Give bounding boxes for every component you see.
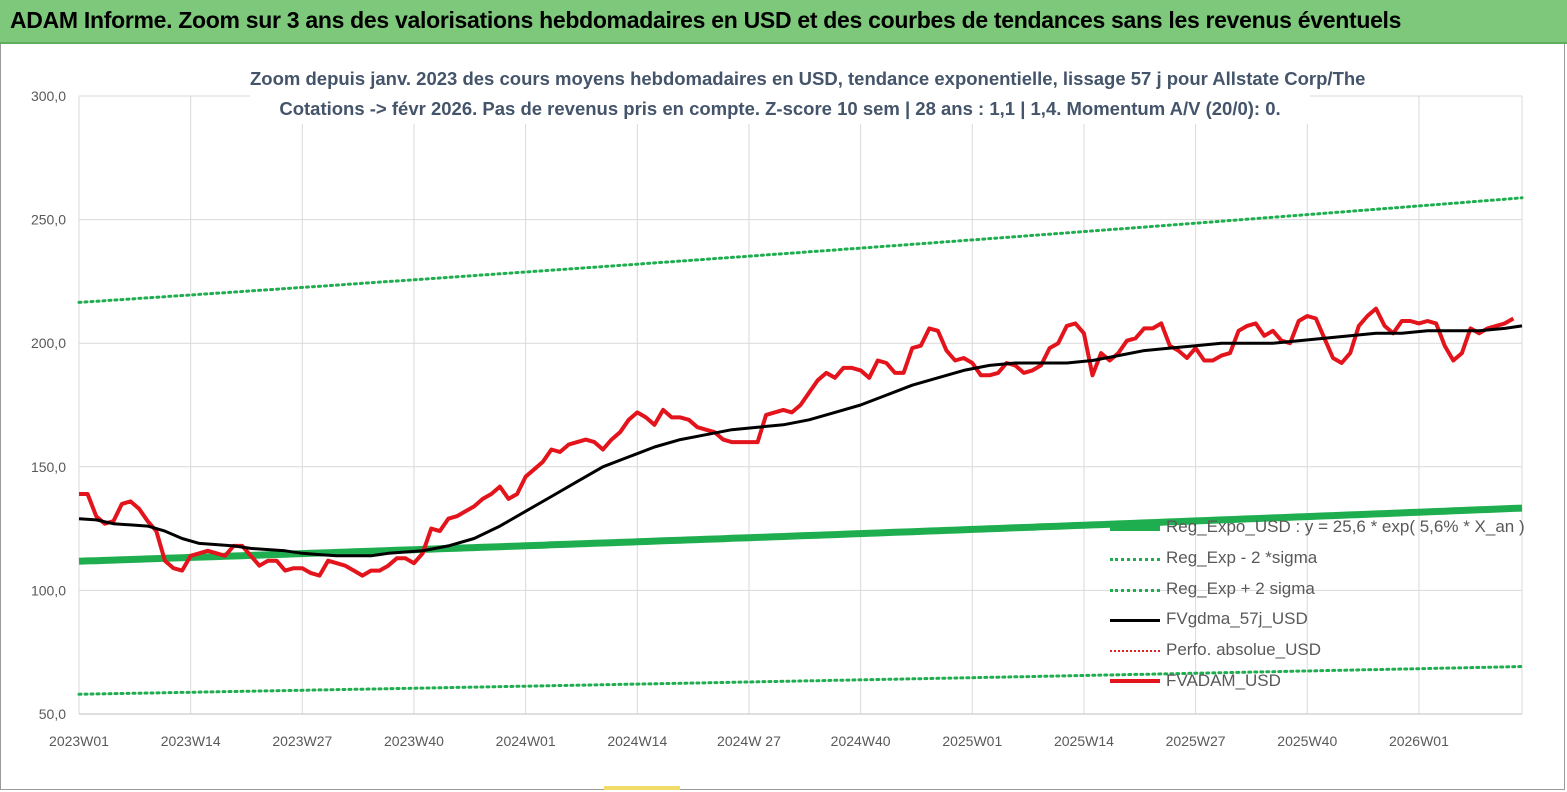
banner-title: ADAM Informe. Zoom sur 3 ans des valoris… bbox=[10, 7, 1402, 33]
y-tick-label: 50,0 bbox=[39, 706, 66, 722]
legend-label-reg-exp-minus: Reg_Exp - 2 *sigma bbox=[1166, 547, 1318, 567]
legend: Reg_Expo_USD : y = 25,6 * exp( 5,6% * X_… bbox=[1110, 512, 1530, 697]
x-tick-label: 2024W 27 bbox=[717, 733, 781, 749]
legend-swatch-reg-exp-plus bbox=[1110, 588, 1160, 592]
series-band-line bbox=[77, 196, 1524, 304]
legend-label-fvgdma: FVgdma_57j_USD bbox=[1166, 609, 1308, 629]
legend-item-reg-expo: Reg_Expo_USD : y = 25,6 * exp( 5,6% * X_… bbox=[1110, 512, 1530, 543]
x-tick-label: 2024W40 bbox=[831, 733, 891, 749]
x-tick-label: 2023W01 bbox=[49, 733, 109, 749]
legend-item-fvadam: FVADAM_USD bbox=[1110, 666, 1530, 697]
x-tick-label: 2023W14 bbox=[161, 733, 221, 749]
header-banner: ADAM Informe. Zoom sur 3 ans des valoris… bbox=[0, 0, 1567, 44]
legend-label-fvadam: FVADAM_USD bbox=[1166, 670, 1281, 690]
legend-label-reg-expo: Reg_Expo_USD : y = 25,6 * exp( 5,6% * X_… bbox=[1166, 517, 1525, 536]
legend-swatch-fvgdma bbox=[1110, 619, 1160, 623]
series-reg-expo-line bbox=[78, 504, 1523, 565]
x-tick-label: 2025W01 bbox=[942, 733, 1002, 749]
legend-swatch-fvadam bbox=[1110, 678, 1160, 683]
chart-title-line2: Cotations -> févr 2026. Pas de revenus p… bbox=[279, 98, 1281, 119]
y-tick-label: 150,0 bbox=[31, 459, 66, 475]
series-layer bbox=[77, 196, 1524, 696]
series-fvgdma-line bbox=[78, 324, 1523, 558]
series-band-line bbox=[77, 665, 1524, 696]
legend-swatch-reg-exp-minus bbox=[1110, 557, 1160, 561]
x-axis-ticks: 2023W01 2023W14 2023W27 2023W40 2024W01 2024W… bbox=[49, 733, 1449, 749]
legend-item-perfo: Perfo. absolue_USD bbox=[1110, 635, 1530, 666]
legend-swatch-perfo bbox=[1110, 650, 1160, 653]
x-tick-label: 2025W14 bbox=[1054, 733, 1114, 749]
y-tick-label: 200,0 bbox=[31, 335, 66, 351]
x-tick-label: 2026W01 bbox=[1389, 733, 1449, 749]
x-tick-label: 2024W01 bbox=[496, 733, 556, 749]
x-tick-label: 2023W40 bbox=[384, 733, 444, 749]
chart-title-line1: Zoom depuis janv. 2023 des cours moyens … bbox=[250, 68, 1366, 89]
y-tick-label: 300,0 bbox=[31, 88, 66, 104]
y-tick-label: 100,0 bbox=[31, 582, 66, 598]
x-tick-label: 2025W27 bbox=[1166, 733, 1226, 749]
selection-marker bbox=[604, 786, 680, 790]
x-tick-label: 2024W14 bbox=[607, 733, 667, 749]
x-tick-label: 2023W27 bbox=[272, 733, 332, 749]
legend-item-reg-exp-plus: Reg_Exp + 2 sigma bbox=[1110, 574, 1530, 605]
legend-item-fvgdma: FVgdma_57j_USD bbox=[1110, 604, 1530, 635]
series-fvadam-line bbox=[79, 306, 1515, 578]
y-axis-ticks: 300,0 250,0 200,0 150,0 100,0 50,0 bbox=[31, 88, 66, 722]
legend-item-reg-exp-minus: Reg_Exp - 2 *sigma bbox=[1110, 543, 1530, 574]
chart-title: Zoom depuis janv. 2023 des cours moyens … bbox=[250, 64, 1366, 124]
legend-label-reg-exp-plus: Reg_Exp + 2 sigma bbox=[1166, 578, 1315, 598]
legend-swatch-reg-expo bbox=[1110, 524, 1160, 531]
y-tick-label: 250,0 bbox=[31, 212, 66, 228]
legend-label-perfo: Perfo. absolue_USD bbox=[1166, 640, 1321, 660]
x-tick-label: 2025W40 bbox=[1277, 733, 1337, 749]
